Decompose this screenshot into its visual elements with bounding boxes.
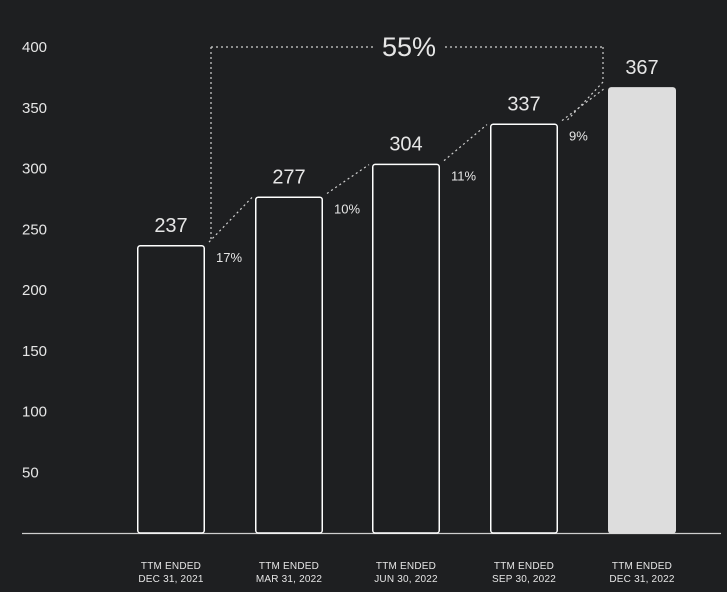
y-tick-label: 300 [22,161,47,178]
bar [137,245,205,534]
growth-connector [208,197,253,243]
x-tick-label: TTM ENDED [141,561,201,572]
growth-label: 11% [451,169,476,184]
growth-label: 9% [569,129,588,144]
y-tick-label: 350 [22,100,47,117]
x-tick-label: TTM ENDED [259,561,319,572]
x-tick-label: MAR 31, 2022 [256,574,323,585]
bar-value-label: 304 [389,134,422,156]
y-tick-label: 400 [22,39,47,56]
bar [255,196,323,534]
growth-connector [561,87,606,122]
bar-value-label: 337 [507,94,540,116]
x-tick-label: JUN 30, 2022 [374,574,438,585]
growth-connector [443,124,488,162]
bar [372,163,440,534]
growth-label: 10% [334,201,360,216]
y-tick-label: 100 [22,404,47,421]
growth-label: 17% [216,250,242,265]
x-tick-label: TTM ENDED [612,561,672,572]
x-tick-label: DEC 31, 2021 [138,574,203,585]
total-growth-label: 55% [382,32,436,62]
bar [608,87,676,534]
bar-value-label: 277 [272,166,305,188]
x-tick-label: DEC 31, 2022 [609,574,674,585]
bar-value-label: 237 [154,215,187,237]
x-tick-label: SEP 30, 2022 [492,574,556,585]
y-tick-label: 150 [22,343,47,360]
x-tick-label: TTM ENDED [376,561,436,572]
y-tick-label: 250 [22,221,47,238]
x-tick-label: TTM ENDED [494,561,554,572]
total-growth-bracket [565,81,604,122]
y-tick-label: 50 [22,464,39,481]
bar [490,123,558,534]
y-tick-label: 200 [22,282,47,299]
bar-value-label: 367 [625,57,658,79]
growth-connector [326,164,370,194]
